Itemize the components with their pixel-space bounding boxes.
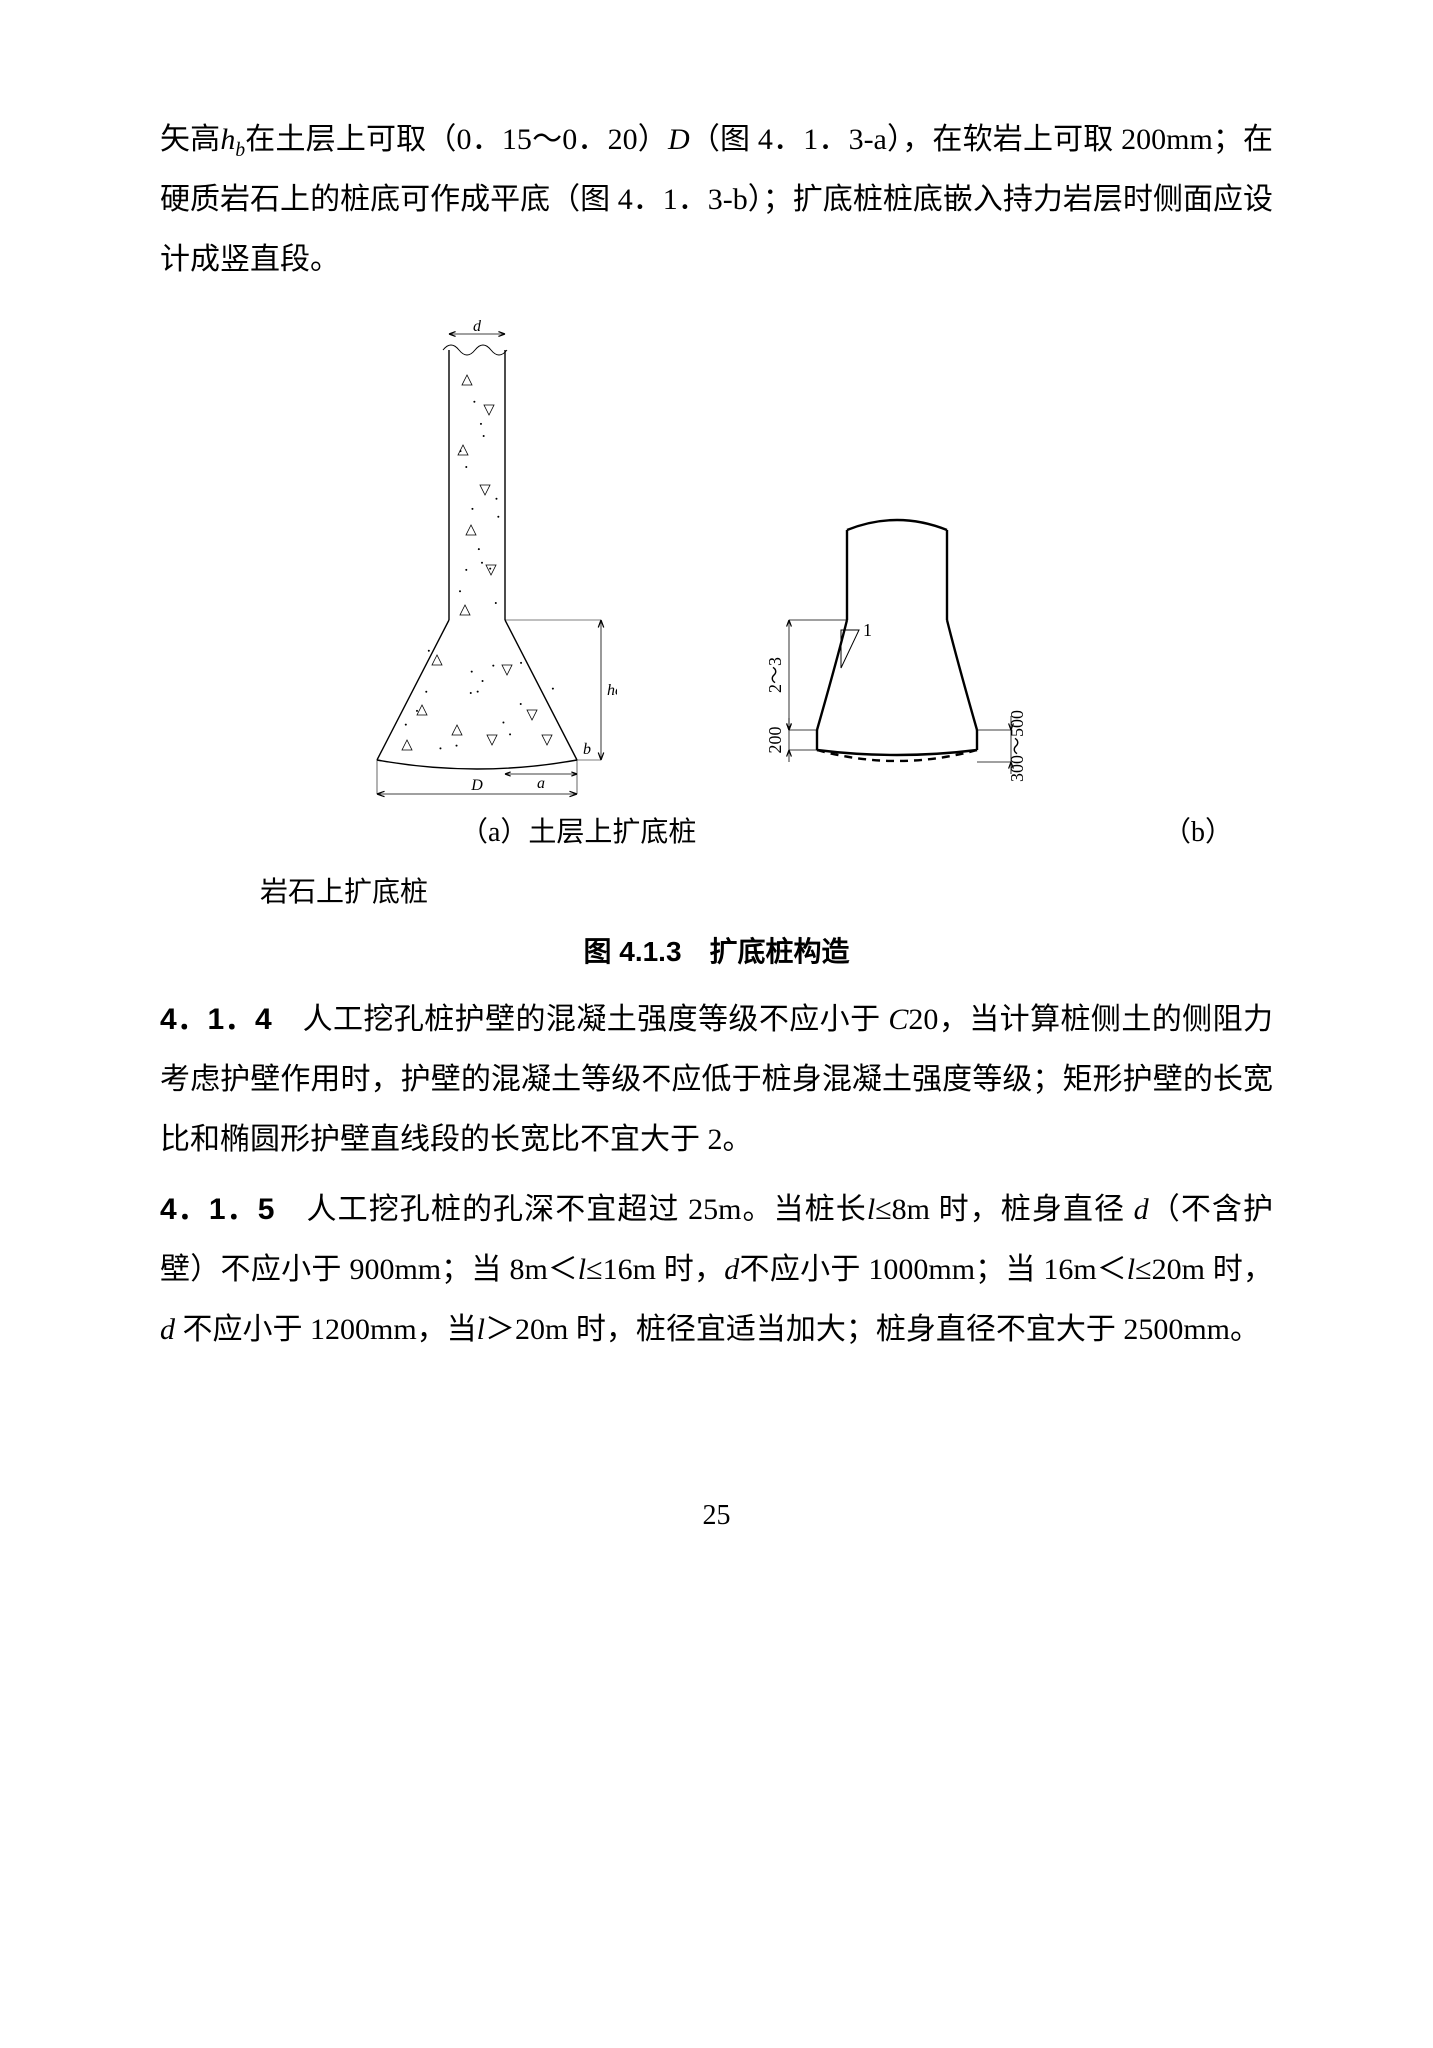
var-l: l	[477, 1313, 485, 1346]
paragraph-top: 矢高hb在土层上可取（0．15～0．20）D（图 4．1．3-a），在软岩上可取…	[160, 110, 1273, 290]
text: ＞20m 时，桩径宜适当加大；桩身直径不宜大于 2500mm。	[485, 1313, 1260, 1346]
var-d: d	[1134, 1193, 1149, 1226]
figure-caption: 图 4.1.3 扩底桩构造	[160, 930, 1273, 970]
var-hb: hb	[220, 123, 245, 156]
figure-a: d Dhc a b	[357, 320, 617, 800]
text: 人工挖孔桩的孔深不宜超过 25m。当桩长	[274, 1193, 866, 1226]
diagram-a: d Dhc a b	[357, 320, 617, 800]
caption-a: （a）土层上扩底桩	[460, 810, 696, 850]
svg-text:d: d	[473, 320, 482, 335]
svg-text:200: 200	[765, 727, 785, 754]
text: 不应小于 1200mm，当	[175, 1313, 477, 1346]
svg-text:1: 1	[863, 620, 872, 640]
text: 人工挖孔桩护壁的混凝土强度等级不应小于	[272, 1003, 889, 1036]
svg-text:a: a	[537, 775, 545, 792]
svg-text:D: D	[470, 777, 483, 794]
subcaption: 岩石上扩底桩	[160, 870, 1273, 910]
figure-row: d Dhc a b 200 2～3 1 300～500	[160, 320, 1273, 800]
clause-number: 4．1．5	[160, 1193, 274, 1226]
text: ≤8m 时，桩身直径	[875, 1193, 1133, 1226]
svg-text:b: b	[583, 741, 591, 758]
clause-number: 4．1．4	[160, 1003, 272, 1036]
text: ≤20m 时，	[1135, 1253, 1273, 1286]
svg-text:300～500: 300～500	[1007, 710, 1027, 782]
paragraph-414: 4．1．4 人工挖孔桩护壁的混凝土强度等级不应小于 C20，当计算桩侧土的侧阻力…	[160, 990, 1273, 1170]
svg-text:hc: hc	[607, 682, 617, 699]
text: ≤16m 时，	[586, 1253, 724, 1286]
var-C: C	[888, 1003, 908, 1036]
page-number: 25	[160, 1500, 1273, 1532]
text: 不应小于 1000mm；当 16m＜	[739, 1253, 1127, 1286]
paragraph-415: 4．1．5 人工挖孔桩的孔深不宜超过 25m。当桩长l≤8m 时，桩身直径 d（…	[160, 1180, 1273, 1360]
figure-b: 200 2～3 1 300～500	[697, 500, 1077, 800]
var-l: l	[1127, 1253, 1135, 1286]
var-d: d	[160, 1313, 175, 1346]
var-D: D	[668, 123, 690, 156]
document-page: 矢高hb在土层上可取（0．15～0．20）D（图 4．1．3-a），在软岩上可取…	[0, 0, 1433, 1632]
svg-text:2～3: 2～3	[765, 657, 785, 693]
caption-b: （b）	[1163, 810, 1233, 850]
var-l: l	[867, 1193, 875, 1226]
caption-row: （a）土层上扩底桩 （b）	[160, 810, 1273, 850]
text: 在土层上可取（0．15～0．20）	[245, 123, 668, 156]
var-d: d	[724, 1253, 739, 1286]
var-l: l	[578, 1253, 586, 1286]
diagram-b: 200 2～3 1 300～500	[697, 500, 1077, 800]
text: 矢高	[160, 123, 220, 156]
